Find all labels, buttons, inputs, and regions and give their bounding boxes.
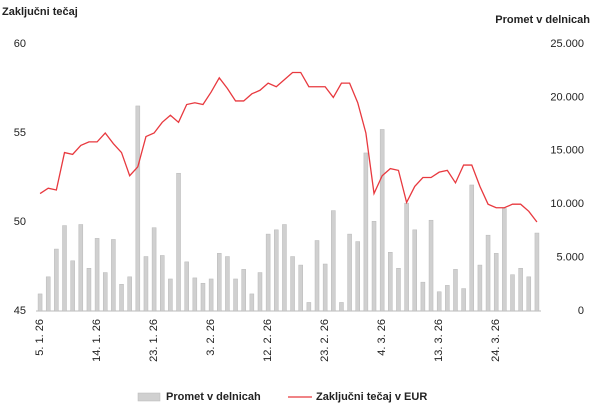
y2-tick-label: 5.000 bbox=[556, 252, 584, 264]
bar bbox=[225, 256, 230, 312]
bar bbox=[290, 256, 295, 312]
bar bbox=[493, 253, 499, 312]
y2-tick-label: 0 bbox=[578, 305, 584, 317]
legend-swatch bbox=[137, 392, 161, 402]
x-tick-label: 23. 1. 26 bbox=[148, 319, 160, 362]
bar bbox=[37, 293, 43, 312]
x-tick-label: 23. 2. 26 bbox=[319, 319, 331, 362]
y2-tick-label: 25.000 bbox=[550, 38, 584, 50]
bar bbox=[86, 268, 92, 312]
bar bbox=[502, 208, 507, 312]
bar bbox=[70, 260, 75, 312]
bar bbox=[355, 241, 360, 312]
bar bbox=[371, 221, 377, 312]
x-tick-label: 24. 3. 26 bbox=[490, 319, 502, 362]
bar bbox=[322, 263, 328, 312]
y2-tick-label: 20.000 bbox=[550, 91, 584, 103]
bar bbox=[265, 233, 271, 312]
bar bbox=[485, 234, 491, 312]
y-tick-label: 45 bbox=[14, 305, 26, 317]
bar bbox=[45, 276, 51, 312]
bar bbox=[436, 291, 442, 312]
bar bbox=[78, 224, 84, 312]
bar bbox=[274, 229, 279, 312]
bar bbox=[379, 129, 385, 312]
bar bbox=[363, 152, 369, 312]
bar bbox=[306, 302, 312, 312]
x-tick-label: 5. 1. 26 bbox=[34, 319, 46, 356]
bar bbox=[347, 233, 352, 312]
bar bbox=[62, 225, 67, 312]
x-tick-label: 3. 2. 26 bbox=[205, 319, 217, 356]
legend-label: Promet v delnicah bbox=[166, 391, 261, 403]
bar bbox=[469, 184, 475, 312]
bar bbox=[192, 277, 198, 312]
bar bbox=[241, 269, 246, 312]
bar bbox=[388, 252, 393, 312]
bar bbox=[208, 278, 214, 312]
bar bbox=[518, 268, 523, 312]
x-tick-label: 14. 1. 26 bbox=[91, 319, 103, 362]
y-axis-label: Zaključni tečaj bbox=[2, 6, 78, 18]
bar bbox=[396, 268, 401, 312]
x-tick-label: 13. 3. 26 bbox=[433, 319, 445, 362]
bar bbox=[534, 232, 540, 312]
y2-tick-label: 15.000 bbox=[550, 145, 584, 157]
bar bbox=[404, 202, 409, 312]
bar bbox=[428, 219, 434, 312]
y2-tick-label: 10.000 bbox=[550, 198, 584, 210]
bar bbox=[127, 276, 132, 312]
bar bbox=[477, 264, 483, 312]
bar bbox=[298, 264, 303, 312]
bar bbox=[526, 276, 532, 312]
y-tick-label: 50 bbox=[14, 216, 26, 228]
bar bbox=[200, 282, 206, 312]
bar bbox=[339, 302, 344, 312]
bar bbox=[510, 274, 515, 312]
bar bbox=[445, 285, 450, 312]
x-tick-label: 4. 3. 26 bbox=[376, 319, 388, 356]
bar bbox=[412, 229, 417, 312]
bar bbox=[217, 253, 222, 312]
bar bbox=[282, 224, 287, 312]
y-tick-label: 60 bbox=[14, 38, 26, 50]
bar bbox=[233, 278, 238, 312]
bar bbox=[143, 256, 149, 312]
bar bbox=[176, 172, 181, 312]
bar bbox=[184, 261, 189, 312]
bar bbox=[119, 284, 124, 312]
line bbox=[39, 71, 538, 223]
bar bbox=[102, 272, 108, 312]
bar bbox=[135, 105, 141, 312]
legend-label: Zaključni tečaj v EUR bbox=[316, 391, 427, 403]
y2-axis-label: Promet v delnicah bbox=[495, 14, 590, 26]
bar bbox=[168, 278, 173, 312]
bar bbox=[160, 255, 165, 312]
bar bbox=[94, 238, 100, 312]
bar bbox=[453, 269, 458, 312]
bar bbox=[461, 288, 466, 312]
bar bbox=[331, 210, 336, 312]
bar bbox=[111, 239, 116, 312]
bar bbox=[314, 240, 320, 312]
bar bbox=[257, 272, 263, 312]
y-tick-label: 55 bbox=[14, 127, 26, 139]
bar bbox=[54, 248, 59, 312]
x-tick-label: 12. 2. 26 bbox=[262, 319, 274, 362]
bar bbox=[420, 281, 426, 312]
bar bbox=[151, 227, 157, 312]
bar bbox=[249, 293, 255, 312]
